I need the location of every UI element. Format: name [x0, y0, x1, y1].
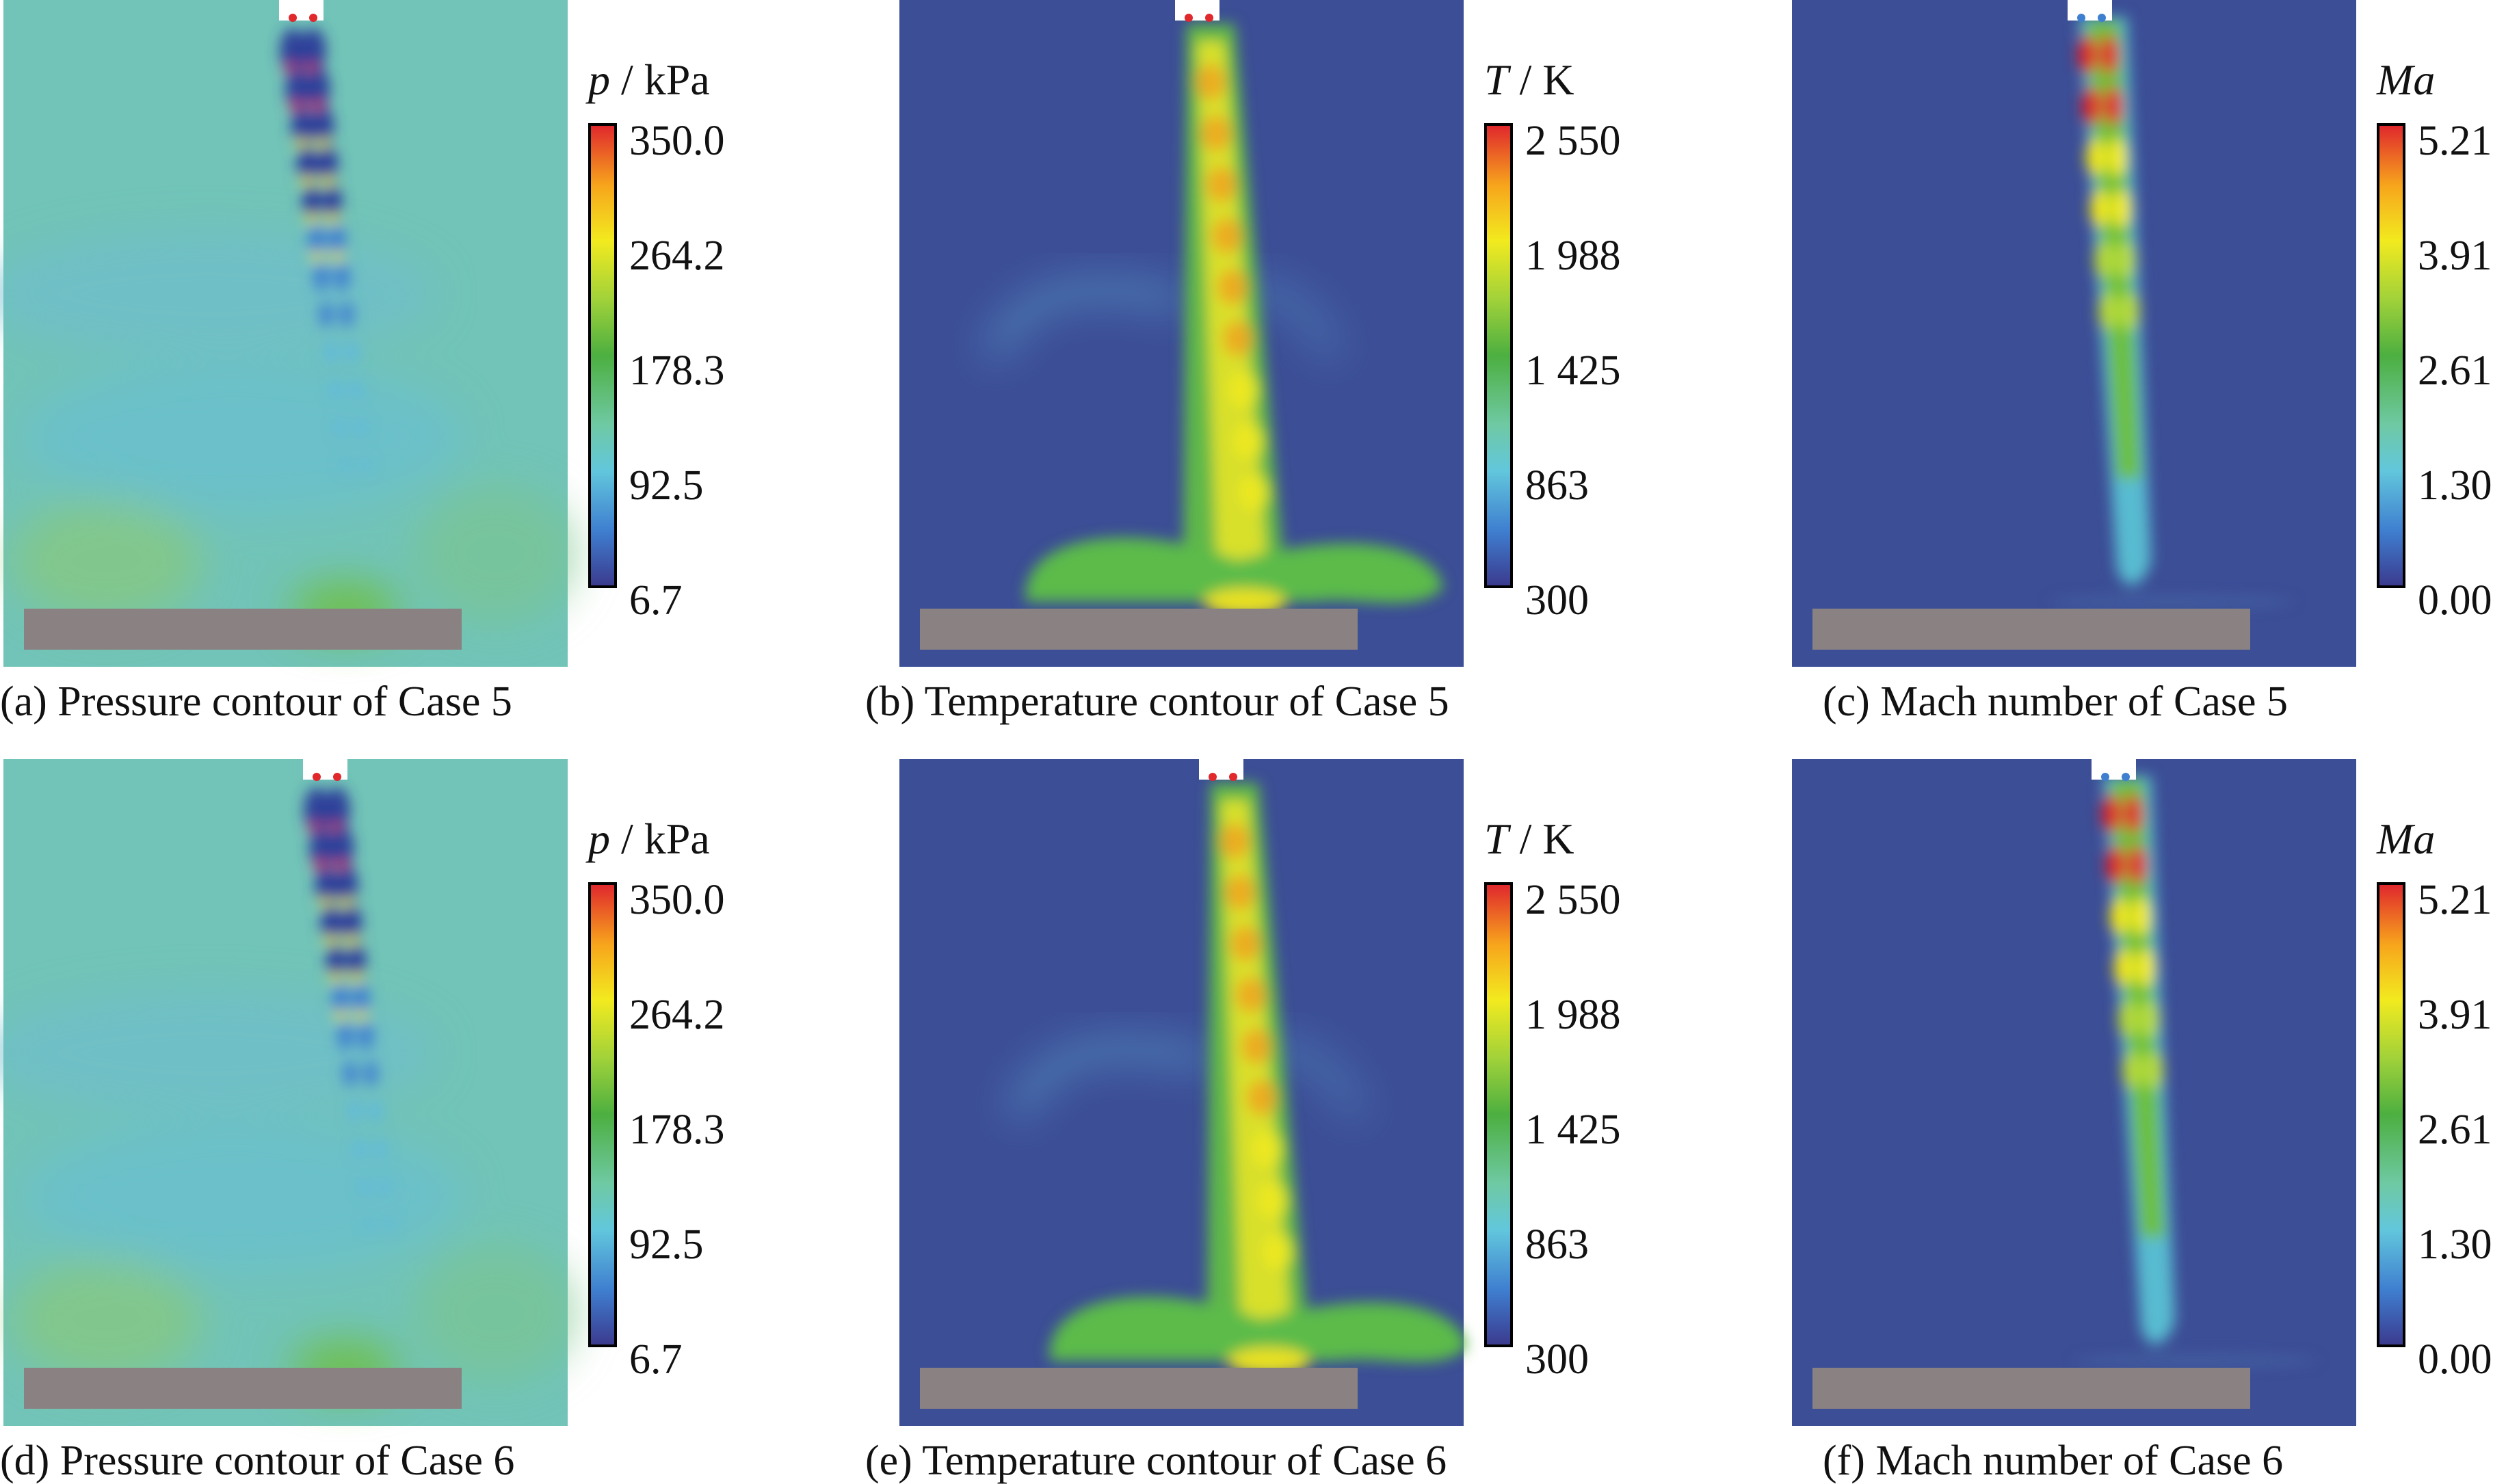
hot-jet-plume — [1049, 783, 1467, 1375]
colorbar-tick-label: 350.0 — [629, 118, 725, 164]
colorbar-tick-label: 6.7 — [629, 1336, 683, 1383]
colorbar-symbol: p — [588, 814, 610, 863]
mach-contour-plot — [1792, 0, 2356, 667]
colorbar-title: T / K — [1484, 817, 1574, 861]
impingement-plate — [920, 1368, 1358, 1409]
panel-caption: (a) Pressure contour of Case 5 — [0, 678, 512, 725]
nozzle-exit-left — [2077, 14, 2085, 22]
panel-caption: (f) Mach number of Case 6 — [1823, 1437, 2284, 1484]
nozzle-exit-right — [333, 773, 341, 781]
colorbar-tick-label: 5.21 — [2418, 877, 2492, 923]
impingement-plate — [1812, 1368, 2250, 1409]
colorbar — [2377, 882, 2405, 1347]
colorbar-tick-label: 2 550 — [1525, 118, 1621, 164]
colorbar-title: Ma — [2377, 817, 2435, 861]
colorbar-title: Ma — [2377, 58, 2435, 102]
nozzle-exit-right — [2122, 773, 2130, 781]
panel-caption: (d) Pressure contour of Case 6 — [0, 1437, 515, 1484]
panel-a: p / kPa 350.0 264.2 178.3 92.5 6.7 (a) Pressur… — [0, 0, 725, 725]
colorbar-tick-label: 863 — [1525, 1221, 1589, 1268]
colorbar-tick-label: 2 550 — [1525, 877, 1621, 923]
colorbar — [588, 123, 617, 588]
colorbar-tick-label: 92.5 — [629, 462, 704, 509]
colorbar-tick-label: 264.2 — [629, 992, 725, 1038]
colorbar-tick-label: 1 988 — [1525, 992, 1621, 1038]
pressure-contour-plot — [0, 0, 578, 667]
colorbar-unit: / kPa — [610, 55, 710, 104]
panel-e: T / K 2 550 1 988 1 425 863 300 (e) Temperatur… — [865, 759, 1621, 1484]
panel-d: p / kPa 350.0 264.2 178.3 92.5 6.7 (d) Pressur… — [0, 759, 725, 1484]
colorbar-symbol: T — [1484, 814, 1509, 863]
colorbar-unit: / kPa — [610, 814, 710, 863]
colorbar-title: p / kPa — [588, 58, 710, 102]
colorbar-tick-label: 300 — [1525, 577, 1589, 624]
panel-caption: (c) Mach number of Case 5 — [1823, 678, 2289, 725]
nozzle-exit-left — [313, 773, 321, 781]
colorbar-unit: / K — [1508, 814, 1574, 863]
nozzle-exit-left — [1209, 773, 1217, 781]
impingement-plate — [920, 609, 1358, 650]
domain-background — [1792, 759, 2356, 1426]
colorbar-unit: / K — [1508, 55, 1574, 104]
colorbar-title: T / K — [1484, 58, 1574, 102]
colorbar-tick-label: 92.5 — [629, 1221, 704, 1268]
colorbar — [2377, 123, 2405, 588]
temperature-contour-plot — [899, 0, 1464, 667]
colorbar-tick-label: 1.30 — [2418, 1221, 2492, 1268]
colorbar-symbol: T — [1484, 55, 1509, 104]
colorbar-tick-label: 264.2 — [629, 233, 725, 279]
panel-caption: (e) Temperature contour of Case 6 — [865, 1437, 1447, 1484]
panel-f: Ma 5.21 3.91 2.61 1.30 0.00 (f) Mach number of… — [1792, 759, 2506, 1484]
impingement-plate — [24, 1368, 462, 1409]
colorbar — [1484, 123, 1513, 588]
nozzle-exit-right — [309, 14, 317, 22]
colorbar-tick-label: 1.30 — [2418, 462, 2492, 509]
nozzle-exit-right — [1229, 773, 1237, 781]
shock-cells — [304, 787, 394, 1231]
colorbar-symbol: Ma — [2377, 814, 2436, 863]
mach-contour-plot — [1792, 759, 2356, 1426]
colorbar-tick-label: 0.00 — [2418, 577, 2492, 624]
temperature-contour-plot — [899, 759, 1467, 1426]
colorbar-symbol: Ma — [2377, 55, 2436, 104]
shock-cells — [280, 28, 370, 472]
colorbar-title: p / kPa — [588, 817, 710, 861]
colorbar-tick-label: 300 — [1525, 1336, 1589, 1383]
colorbar-tick-label: 1 988 — [1525, 233, 1621, 279]
colorbar-tick-label: 3.91 — [2418, 992, 2492, 1038]
impingement-plate — [24, 609, 462, 650]
colorbar-tick-label: 1 425 — [1525, 347, 1621, 394]
colorbar-tick-label: 178.3 — [629, 1107, 725, 1153]
impingement-plate — [1812, 609, 2250, 650]
colorbar-tick-label: 6.7 — [629, 577, 683, 624]
colorbar-tick-label: 863 — [1525, 462, 1589, 509]
colorbar-tick-label: 350.0 — [629, 877, 725, 923]
nozzle-exit-right — [1205, 14, 1213, 22]
panel-caption: (b) Temperature contour of Case 5 — [865, 678, 1449, 725]
colorbar — [1484, 882, 1513, 1347]
colorbar — [588, 882, 617, 1347]
colorbar-tick-label: 3.91 — [2418, 233, 2492, 279]
colorbar-tick-label: 5.21 — [2418, 118, 2492, 164]
panel-b: T / K 2 550 1 988 1 425 863 300 (b) Temperatur… — [865, 0, 1621, 725]
colorbar-tick-label: 2.61 — [2418, 1107, 2492, 1153]
panel-c: Ma 5.21 3.91 2.61 1.30 0.00 (c) Mach number of… — [1792, 0, 2506, 725]
nozzle-exit-left — [2101, 773, 2109, 781]
pressure-variations — [0, 992, 578, 1395]
supersonic-jet — [2048, 17, 2295, 607]
pressure-contour-plot — [0, 759, 578, 1426]
domain-background — [1792, 0, 2356, 667]
nozzle-exit-left — [289, 14, 297, 22]
colorbar-symbol: p — [588, 55, 610, 104]
colorbar-tick-label: 178.3 — [629, 347, 725, 394]
nozzle-exit-left — [1185, 14, 1193, 22]
hot-jet-plume — [1025, 24, 1443, 615]
supersonic-jet — [2072, 776, 2319, 1366]
colorbar-tick-label: 0.00 — [2418, 1336, 2492, 1383]
nozzle-exit-right — [2098, 14, 2106, 22]
colorbar-tick-label: 1 425 — [1525, 1107, 1621, 1153]
colorbar-tick-label: 2.61 — [2418, 347, 2492, 394]
